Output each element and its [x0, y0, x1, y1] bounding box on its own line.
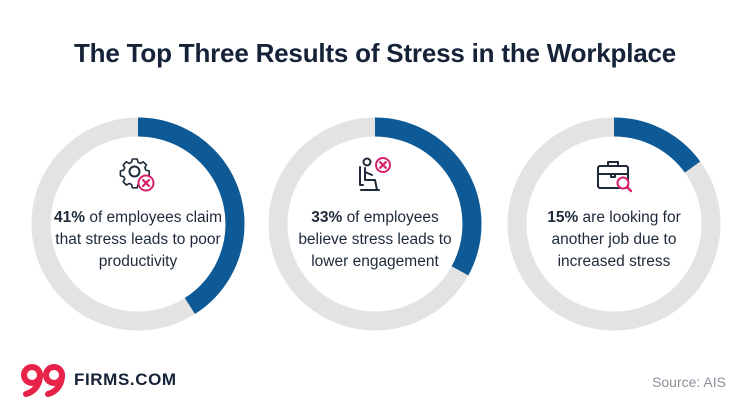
- logo-wordmark: FIRMS.COM: [74, 370, 177, 389]
- donut-job-search: 15% are looking for another job due to i…: [507, 117, 721, 331]
- chart-title: The Top Three Results of Stress in the W…: [73, 38, 676, 68]
- percent-label: 41%: [53, 209, 86, 226]
- donut-ring: [507, 117, 721, 331]
- logo-99-mark: [21, 364, 65, 397]
- donut-caption: 33% of employees believe stress leads to…: [290, 207, 460, 273]
- donut-productivity: 41% of employees claim that stress leads…: [31, 117, 245, 331]
- donut-arc: [268, 117, 482, 331]
- donut-engagement: 33% of employees believe stress leads to…: [268, 117, 482, 331]
- donut-caption: 41% of employees claim that stress leads…: [53, 207, 223, 273]
- donut-ring: [268, 117, 482, 331]
- caption-text: of employees believe stress leads to low…: [298, 209, 452, 270]
- donut-arc: [507, 117, 721, 331]
- briefcase-search-icon: [597, 161, 633, 193]
- seated-person-x-icon: [359, 157, 391, 191]
- donut-caption: 15% are looking for another job due to i…: [529, 207, 699, 273]
- gear-x-icon: [119, 158, 155, 192]
- donut-arc: [31, 117, 245, 331]
- caption-text: of employees claim that stress leads to …: [55, 209, 222, 270]
- firms-logo[interactable]: FIRMS.COM: [20, 362, 177, 398]
- percent-label: 33%: [311, 209, 343, 226]
- donut-ring: [31, 117, 245, 331]
- percent-label: 15%: [547, 209, 579, 226]
- source-note: Source: AIS: [652, 374, 726, 390]
- caption-text: are looking for another job due to incre…: [551, 209, 681, 270]
